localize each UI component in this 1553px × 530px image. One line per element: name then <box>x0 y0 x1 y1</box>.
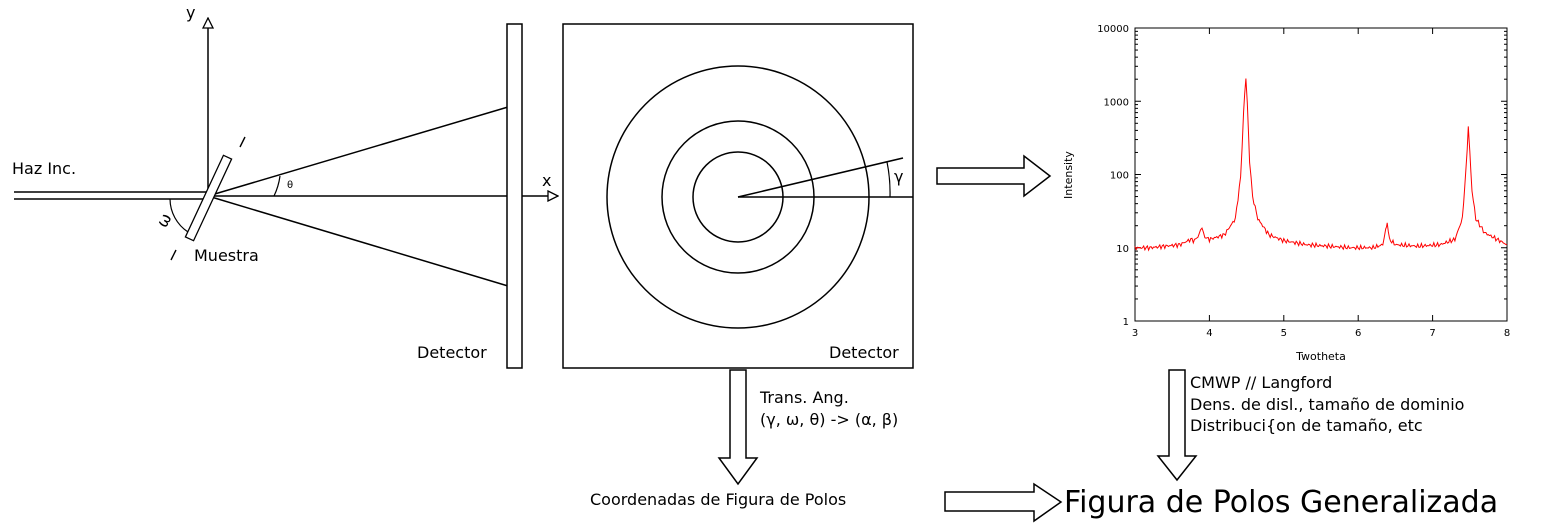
x-tick-label: 3 <box>1132 328 1138 339</box>
result-label: Figura de Polos Generalizada <box>1064 485 1498 520</box>
y-tick-label: 10 <box>1116 244 1129 255</box>
sample-plate <box>184 154 233 242</box>
theta-label: θ <box>287 180 293 191</box>
y-tick-label: 100 <box>1110 171 1129 182</box>
arrow-to-result <box>944 482 1063 523</box>
incident-beam: Haz Inc. <box>12 159 208 200</box>
intensity-chart: 3 4 5 6 7 8 1 10 100 1000 10000 Twotheta Intensity <box>1062 24 1510 363</box>
intensity-series-line <box>1134 78 1508 252</box>
x-axis-title: Twotheta <box>1295 350 1346 363</box>
omega-arc <box>169 198 189 233</box>
x-axis: x <box>208 171 558 196</box>
diffracted-cone: θ <box>207 106 509 287</box>
tick-labels: 3 4 5 6 7 8 1 10 100 1000 10000 <box>1097 24 1510 339</box>
plot-frame <box>1134 27 1508 322</box>
detector-face-label: Detector <box>829 343 899 362</box>
side-detector: Detector <box>417 23 523 369</box>
arrow-down-analysis <box>1156 369 1198 482</box>
sample: ω Muestra <box>152 136 259 265</box>
y-tick-label: 1000 <box>1104 97 1129 108</box>
normal-dash-top <box>239 136 246 148</box>
normal-dash-bottom <box>170 249 177 261</box>
y-axis-label: y <box>186 3 195 22</box>
analysis-line-3: Distribuci{on de tamaño, etc <box>1190 416 1423 435</box>
x-axis-label: x <box>542 171 551 190</box>
y-axis-title: Intensity <box>1062 151 1075 199</box>
transform-line-1: Trans. Ang. <box>759 388 849 407</box>
analysis-line-2: Dens. de disl., tamaño de dominio <box>1190 395 1464 414</box>
incident-beam-label: Haz Inc. <box>12 159 76 178</box>
y-axis: y <box>186 3 208 196</box>
y-tick-label: 1 <box>1123 317 1129 328</box>
side-detector-label: Detector <box>417 343 487 362</box>
x-tick-label: 5 <box>1281 328 1287 339</box>
x-tick-label: 8 <box>1504 328 1510 339</box>
analysis-line-1: CMWP // Langford <box>1190 373 1332 392</box>
arrow-down-transform <box>717 369 759 486</box>
arrow-to-chart <box>936 154 1052 198</box>
gamma-label: γ <box>894 167 903 186</box>
sample-label: Muestra <box>194 246 259 265</box>
transform-line-2: (γ, ω, θ) -> (α, β) <box>760 410 898 429</box>
detector-face: γ Detector <box>562 23 914 369</box>
pole-coordinates-label: Coordenadas de Figura de Polos <box>590 490 846 509</box>
x-tick-label: 4 <box>1206 328 1212 339</box>
x-tick-label: 7 <box>1429 328 1435 339</box>
y-tick-label: 10000 <box>1097 24 1129 35</box>
gamma-ray <box>737 157 904 198</box>
x-tick-label: 6 <box>1355 328 1361 339</box>
gamma-arc <box>886 161 891 198</box>
theta-arc <box>273 175 281 197</box>
